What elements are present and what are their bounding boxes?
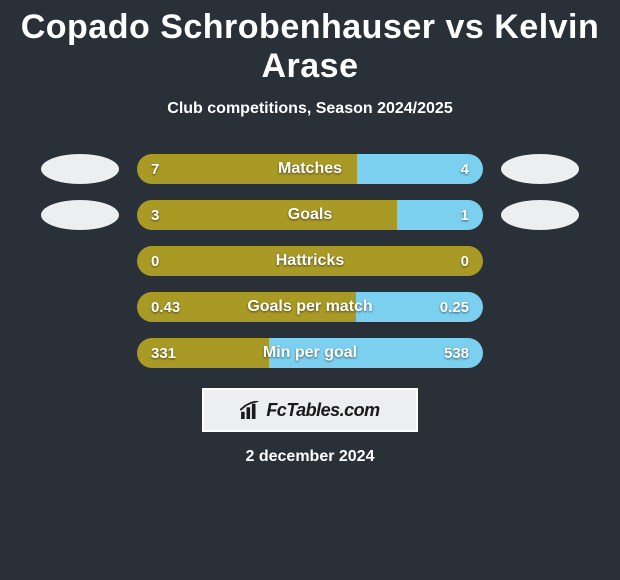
stat-value-left: 0 [137, 246, 173, 276]
stat-value-right: 538 [430, 338, 483, 368]
stat-row: 0.430.25Goals per match [0, 284, 620, 330]
stat-bar: 331538Min per goal [137, 338, 483, 368]
player1-avatar [41, 154, 119, 184]
stat-value-left: 7 [137, 154, 173, 184]
avatar-spacer [501, 338, 579, 368]
date-line: 2 december 2024 [0, 448, 620, 466]
avatar-spacer [41, 338, 119, 368]
stat-bar: 74Matches [137, 154, 483, 184]
stat-bar: 0.430.25Goals per match [137, 292, 483, 322]
avatar-spacer [41, 246, 119, 276]
stat-rows: 74Matches31Goals00Hattricks0.430.25Goals… [0, 146, 620, 376]
stat-bar: 31Goals [137, 200, 483, 230]
stat-value-left: 3 [137, 200, 173, 230]
comparison-infographic: Copado Schrobenhauser vs Kelvin Arase Cl… [0, 0, 620, 466]
stat-bar: 00Hattricks [137, 246, 483, 276]
stat-row: 31Goals [0, 192, 620, 238]
vs-separator: vs [445, 8, 484, 46]
stat-row: 00Hattricks [0, 238, 620, 284]
player2-avatar [501, 154, 579, 184]
avatar-spacer [501, 292, 579, 322]
brand-text: FcTables.com [266, 400, 379, 421]
stat-value-right: 4 [447, 154, 483, 184]
stat-row: 74Matches [0, 146, 620, 192]
headline: Copado Schrobenhauser vs Kelvin Arase [0, 8, 620, 86]
stat-value-right: 1 [447, 200, 483, 230]
stat-bar-left-seg [137, 200, 397, 230]
stat-value-left: 0.43 [137, 292, 194, 322]
stat-value-right: 0 [447, 246, 483, 276]
player1-avatar [41, 200, 119, 230]
avatar-spacer [41, 292, 119, 322]
brand-box[interactable]: FcTables.com [202, 388, 418, 432]
stat-value-right: 0.25 [426, 292, 483, 322]
player1-name: Copado Schrobenhauser [21, 8, 436, 46]
stat-bar-left-seg [137, 246, 483, 276]
stat-value-left: 331 [137, 338, 190, 368]
avatar-spacer [501, 246, 579, 276]
subtitle: Club competitions, Season 2024/2025 [0, 100, 620, 118]
player2-avatar [501, 200, 579, 230]
bar-chart-icon [240, 401, 262, 419]
stat-row: 331538Min per goal [0, 330, 620, 376]
